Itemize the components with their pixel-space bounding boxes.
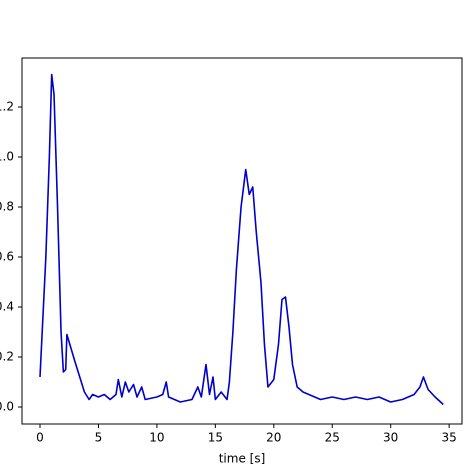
y-tick-label: 0.0	[0, 400, 14, 414]
x-tick-label: 10	[149, 431, 164, 445]
x-tick-label: 35	[442, 431, 457, 445]
x-tick-label: 30	[383, 431, 398, 445]
y-tick-label: 0.2	[0, 350, 14, 364]
y-tick-label: 0.6	[0, 250, 14, 264]
data-line	[39, 73, 444, 406]
x-tick-label: 15	[208, 431, 223, 445]
y-tick-label: 1.2	[0, 100, 14, 114]
y-tick-label: 0.4	[0, 300, 14, 314]
y-tick-label: 1.0	[0, 150, 14, 164]
plot-frame	[21, 57, 463, 425]
x-tick-label: 20	[266, 431, 281, 445]
y-tick-label: 0.8	[0, 200, 14, 214]
x-tick-label: 0	[36, 431, 44, 445]
x-tick-label: 25	[325, 431, 340, 445]
x-tick-label: 5	[95, 431, 103, 445]
x-axis-label: time [s]	[219, 452, 266, 466]
